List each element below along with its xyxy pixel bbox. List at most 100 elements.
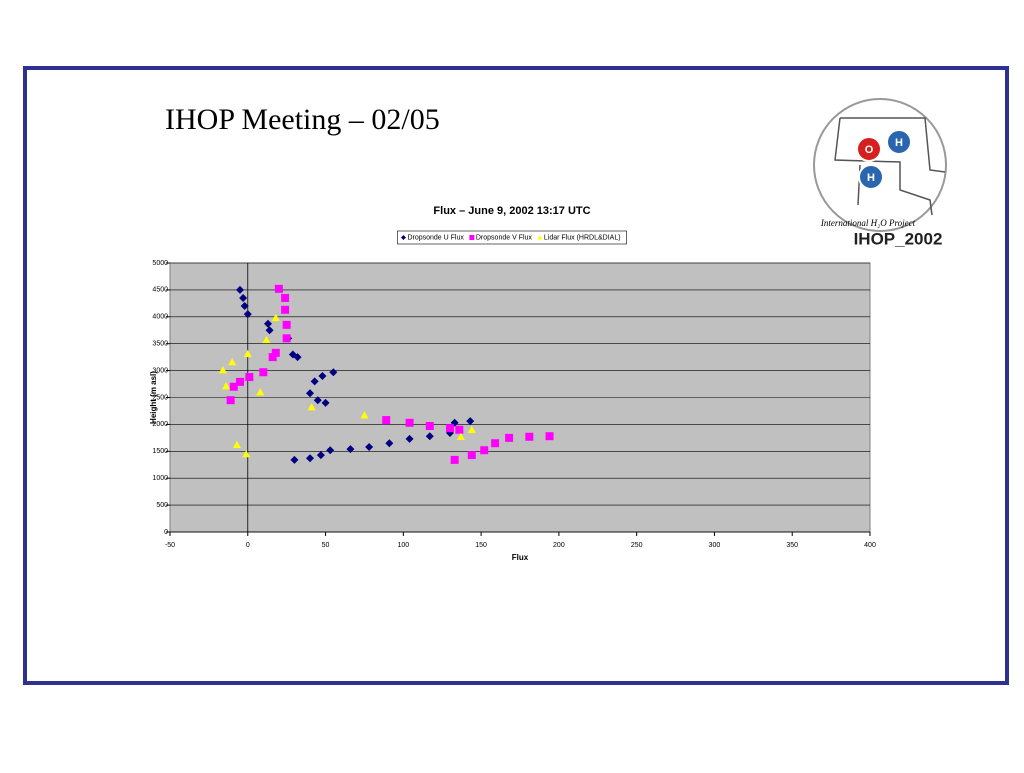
legend-item: Dropsonde V Flux — [469, 234, 532, 241]
point — [385, 439, 394, 448]
legend-label: Lidar Flux (HRDL&DIAL) — [544, 234, 621, 241]
point — [306, 454, 314, 463]
point — [316, 451, 325, 460]
y-axis-label: Height (m asl) — [149, 371, 158, 424]
y-tick-label: 3500 — [152, 341, 168, 348]
point — [456, 432, 465, 440]
point — [455, 425, 464, 434]
y-tick-label: 2500 — [152, 394, 168, 401]
point — [318, 371, 327, 380]
x-axis-label: Flux — [512, 553, 529, 562]
point — [226, 396, 235, 405]
point — [259, 368, 268, 377]
point — [218, 366, 227, 374]
point — [310, 377, 319, 386]
legend-label: Dropsonde U Flux — [407, 234, 464, 241]
point — [274, 284, 283, 293]
logo-ring — [813, 98, 947, 232]
slide-title: IHOP Meeting – 02/05 — [165, 103, 440, 136]
point — [265, 326, 274, 335]
point — [282, 334, 291, 343]
point — [222, 382, 230, 390]
legend-marker — [469, 235, 475, 240]
x-tick-label: 200 — [553, 542, 565, 549]
point — [242, 449, 251, 458]
x-tick-label: 100 — [397, 542, 409, 549]
y-tick-label: 4000 — [152, 314, 168, 321]
x-tick-label: -50 — [165, 542, 175, 549]
point — [232, 440, 241, 449]
point — [505, 433, 514, 442]
legend-item: Dropsonde U Flux — [400, 234, 464, 241]
x-tick-label: 50 — [322, 542, 330, 549]
point — [450, 455, 459, 464]
point — [290, 455, 299, 464]
point — [321, 398, 330, 407]
x-tick-label: 0 — [246, 542, 250, 549]
x-tick-label: 400 — [864, 542, 876, 549]
point — [467, 425, 476, 433]
point — [271, 313, 280, 322]
logo-name: IHOP_2002 — [854, 229, 943, 248]
logo: O H H International H₂O Project IHOP_200… — [813, 98, 947, 248]
point — [243, 310, 252, 319]
legend-marker — [400, 235, 406, 240]
point — [425, 432, 434, 441]
point — [268, 353, 277, 362]
y-tick-label: 1000 — [152, 475, 168, 482]
logo-atom-label: O — [865, 144, 874, 156]
point — [313, 396, 322, 405]
legend-marker — [537, 235, 543, 240]
point — [228, 357, 237, 366]
point — [307, 403, 316, 411]
logo-atom — [858, 164, 884, 190]
point — [281, 293, 290, 302]
point — [425, 422, 434, 431]
point — [405, 418, 414, 427]
point — [382, 416, 391, 425]
point — [545, 432, 554, 441]
x-tick-label: 250 — [631, 542, 643, 549]
y-tick-label: 4500 — [152, 287, 168, 294]
point — [245, 373, 254, 382]
logo-atom — [886, 129, 912, 155]
point — [365, 442, 374, 451]
point — [282, 320, 291, 329]
x-tick-label: 150 — [475, 542, 487, 549]
point — [264, 319, 272, 328]
y-tick-label: 0 — [164, 529, 168, 536]
logo-atom — [856, 136, 882, 162]
point — [466, 417, 475, 426]
y-tick-label: 500 — [156, 502, 168, 509]
point — [405, 434, 414, 443]
point — [236, 285, 244, 294]
chart: Flux – June 9, 2002 13:17 UTC05001000150… — [149, 205, 876, 562]
legend-label: Dropsonde V Flux — [476, 234, 533, 241]
y-tick-label: 3000 — [152, 367, 168, 374]
logo-atom-label: H — [895, 137, 903, 149]
point — [326, 446, 335, 455]
point — [236, 377, 244, 386]
point — [467, 451, 476, 460]
x-tick-label: 300 — [709, 542, 721, 549]
point — [229, 382, 238, 391]
point — [480, 446, 489, 455]
y-tick-label: 1500 — [152, 448, 168, 455]
legend-item: Lidar Flux (HRDL&DIAL) — [537, 234, 621, 241]
legend-box — [397, 230, 627, 245]
x-tick-label: 350 — [786, 542, 798, 549]
point — [306, 389, 314, 398]
point — [240, 302, 249, 311]
point — [446, 424, 454, 433]
point — [256, 388, 265, 396]
logo-atom-label: H — [867, 172, 875, 184]
point — [360, 411, 369, 419]
point — [491, 439, 500, 448]
legend: Dropsonde U Flux Dropsonde V Flux Lidar Fl… — [397, 230, 627, 245]
point — [525, 432, 534, 441]
y-tick-label: 5000 — [152, 260, 168, 267]
point — [281, 305, 290, 314]
point — [346, 445, 355, 454]
